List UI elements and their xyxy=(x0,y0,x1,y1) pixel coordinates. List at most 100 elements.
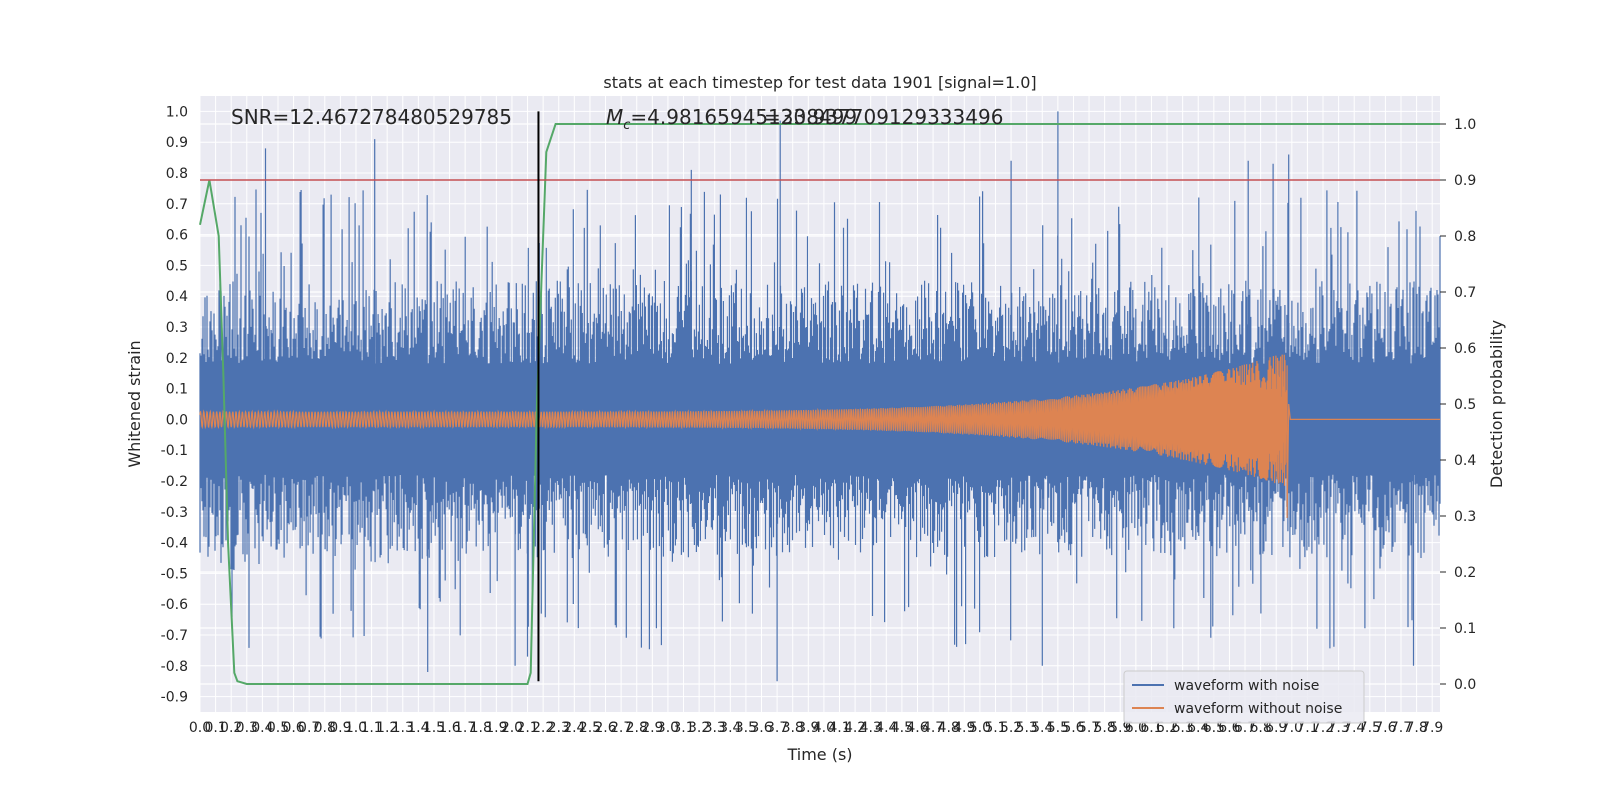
x-tick-label: 6.7 xyxy=(1234,720,1256,736)
x-tick-label: 3.4 xyxy=(719,720,741,736)
y-tick-label: 0.8 xyxy=(166,166,188,182)
x-tick-label: 4.5 xyxy=(891,720,913,736)
x-tick-label: 6.1 xyxy=(1140,720,1162,736)
x-tick-label: 7.1 xyxy=(1296,720,1318,736)
legend-box xyxy=(1123,670,1365,724)
x-tick-label: 6.4 xyxy=(1187,720,1209,736)
x-tick-label: 5.2 xyxy=(1000,720,1022,736)
x-tick-label: 4.8 xyxy=(938,720,960,736)
x-tick-label: 2.3 xyxy=(548,720,570,736)
x-tick-label: 1.3 xyxy=(392,720,414,736)
snr-annotation: SNR=12.467278480529785 xyxy=(231,105,512,129)
y-tick-label: -0.3 xyxy=(161,505,188,521)
y2-tick-label: 0.9 xyxy=(1454,173,1476,189)
x-tick-label: 1.6 xyxy=(438,720,460,736)
legend-label-no-noise: waveform without noise xyxy=(1174,701,1342,717)
y-tick-label: -0.5 xyxy=(161,566,188,582)
x-tick-label: 1.1 xyxy=(360,720,382,736)
x-tick-label: 4.9 xyxy=(953,720,975,736)
x-tick-label: 7.9 xyxy=(1421,720,1443,736)
y-tick-label: 0.1 xyxy=(166,382,188,398)
x-tick-label: 1.8 xyxy=(470,720,492,736)
legend: waveform with noise waveform without noi… xyxy=(1123,670,1365,724)
y-tick-label: -0.9 xyxy=(161,690,188,706)
x-tick-label: 5.5 xyxy=(1047,720,1069,736)
x-tick-label: 5.6 xyxy=(1062,720,1084,736)
x-tick-label: 7.2 xyxy=(1312,720,1334,736)
x-tick-label: 2.5 xyxy=(579,720,601,736)
x-tick-label: 6.9 xyxy=(1265,720,1287,736)
y2-tick-label: 0.5 xyxy=(1454,397,1476,413)
x-tick-label: 4.2 xyxy=(844,720,866,736)
overlap-annotation: =30.937709129333496 xyxy=(764,105,1003,129)
x-tick-label: 0.9 xyxy=(329,720,351,736)
x-tick-label: 1.2 xyxy=(376,720,398,736)
x-tick-label: 0.0 xyxy=(189,720,211,736)
y-tick-label: 0.4 xyxy=(166,289,188,305)
x-tick-label: 3.5 xyxy=(735,720,757,736)
y-tick-label: -0.7 xyxy=(161,628,188,644)
y2-tick-label: 0.3 xyxy=(1454,509,1476,525)
chirp-mass-annotation: Mc=4.981659451238499 xyxy=(606,105,857,133)
x-tick-label: 5.0 xyxy=(969,720,991,736)
x-tick-label: 4.6 xyxy=(906,720,928,736)
y-tick-label: -0.2 xyxy=(161,474,188,490)
x-tick-label: 1.7 xyxy=(454,720,476,736)
y-tick-label: 1.0 xyxy=(166,104,188,120)
x-tick-label: 6.0 xyxy=(1125,720,1147,736)
x-axis-label: Time (s) xyxy=(786,745,852,764)
y2-tick-label: 0.2 xyxy=(1454,565,1476,581)
x-tick-label: 3.1 xyxy=(672,720,694,736)
x-tick-label: 7.7 xyxy=(1390,720,1412,736)
x-tick-label: 4.7 xyxy=(922,720,944,736)
x-tick-label: 4.0 xyxy=(813,720,835,736)
legend-label-noise: waveform with noise xyxy=(1174,678,1319,694)
chirp-mass-value: =4.981659451238499 xyxy=(630,105,857,129)
x-tick-label: 4.3 xyxy=(860,720,882,736)
x-tick-label: 5.8 xyxy=(1094,720,1116,736)
detection-probability-line xyxy=(199,123,1440,685)
x-tick-label: 0.4 xyxy=(251,720,273,736)
y-tick-label: 0.5 xyxy=(166,258,188,274)
y-tick-labels: 1.0 0.9 0.8 0.7 0.6 0.5 0.4 0.3 0.2 0.1 0.0 -0.1 -0.… xyxy=(161,104,188,705)
x-tick-label: 5.3 xyxy=(1016,720,1038,736)
x-tick-label: 1.9 xyxy=(485,720,507,736)
y2-tick-label: 0.4 xyxy=(1454,453,1476,469)
x-tick-label: 7.0 xyxy=(1281,720,1303,736)
x-tick-label: 7.8 xyxy=(1405,720,1427,736)
x-tick-label: 0.5 xyxy=(267,720,289,736)
x-tick-labels: 0.00.10.20.30.40.50.60.70.80.91.01.11.21… xyxy=(189,720,1443,736)
x-tick-label: 2.8 xyxy=(626,720,648,736)
x-tick-label: 2.0 xyxy=(501,720,523,736)
y-axis-label: Whitened strain xyxy=(125,340,144,467)
x-tick-label: 2.6 xyxy=(594,720,616,736)
y2-tick-label: 0.7 xyxy=(1454,285,1476,301)
y-tick-label: -0.4 xyxy=(161,536,188,552)
y2-tick-label: 0.1 xyxy=(1454,621,1476,637)
y-tick-label: 0.0 xyxy=(166,412,188,428)
x-tick-label: 3.3 xyxy=(704,720,726,736)
x-tick-label: 6.8 xyxy=(1249,720,1271,736)
x-tick-label: 0.6 xyxy=(282,720,304,736)
y-tick-label: 0.2 xyxy=(166,351,188,367)
chirp-mass-subscript: c xyxy=(623,118,630,133)
x-tick-label: 6.6 xyxy=(1218,720,1240,736)
y2-axis-label: Detection probability xyxy=(1487,320,1506,488)
y-tick-label: 0.9 xyxy=(166,135,188,151)
x-tick-label: 5.9 xyxy=(1109,720,1131,736)
x-tick-label: 7.6 xyxy=(1374,720,1396,736)
series-detection-probability xyxy=(199,123,1440,685)
x-tick-label: 6.3 xyxy=(1172,720,1194,736)
x-tick-label: 2.2 xyxy=(532,720,554,736)
y-tick-label: 0.7 xyxy=(166,197,188,213)
x-tick-label: 0.2 xyxy=(220,720,242,736)
y-tick-label: -0.1 xyxy=(161,443,188,459)
x-tick-label: 2.9 xyxy=(641,720,663,736)
x-tick-label: 3.2 xyxy=(688,720,710,736)
x-tick-label: 1.0 xyxy=(345,720,367,736)
x-tick-label: 3.9 xyxy=(797,720,819,736)
chirp-mass-symbol: M xyxy=(606,105,623,129)
y2-tick-label: 0.0 xyxy=(1454,677,1476,693)
y-tick-label: 0.6 xyxy=(166,228,188,244)
